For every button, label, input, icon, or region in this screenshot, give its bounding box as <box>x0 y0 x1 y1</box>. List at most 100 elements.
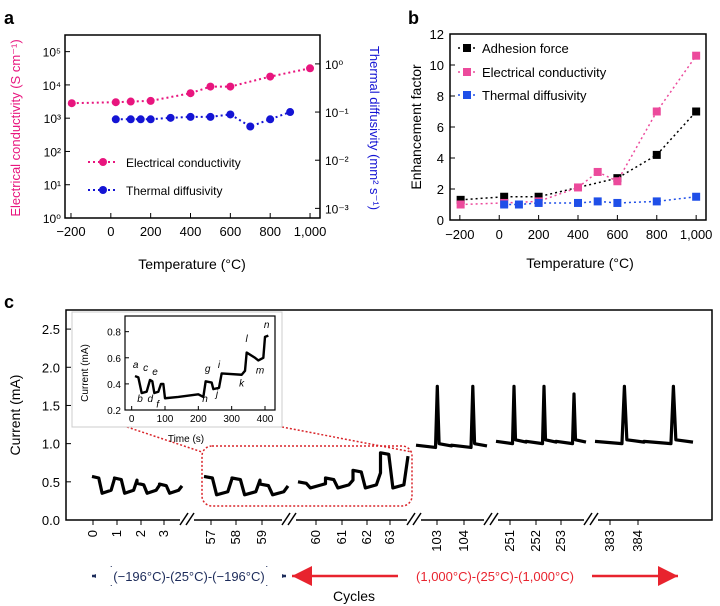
c-y-tick-label: 0.0 <box>42 513 60 528</box>
a-right-tick-label: 10⁻¹ <box>325 106 349 120</box>
inset-point-label: i <box>218 360 221 371</box>
b-series-point-0 <box>692 107 701 116</box>
a-series-point-1 <box>266 115 275 124</box>
c-x-tick-label: 0 <box>85 530 100 537</box>
a-left-tick-label: 10⁴ <box>42 79 61 93</box>
a-x-tick-label: 400 <box>180 224 202 239</box>
b-x-tick-label: 400 <box>567 227 589 242</box>
panel-c-frame <box>65 309 713 521</box>
zoom-box <box>201 445 413 507</box>
panel-a-left-axis: 10⁰ 10¹ 10² 10³ 10⁴ 10⁵ <box>42 46 70 226</box>
a-right-tick-label: 10⁻² <box>325 154 349 168</box>
c-trace-segment-4 <box>495 384 587 446</box>
panel-b-legend-marker-af <box>463 44 471 52</box>
panel-a: 10⁰ 10¹ 10² 10³ 10⁴ 10⁵ 10⁻³ 10⁻² 10⁻¹ 10⁰ −200 0… <box>8 34 382 272</box>
a-series-point-1 <box>246 122 255 131</box>
b-series-point-1 <box>652 107 661 116</box>
a-x-tick-label: 600 <box>220 224 242 239</box>
annotation-right: (1,000°C)-(25°C)-(1,000°C) <box>416 569 574 584</box>
c-trace-segment-5 <box>594 384 694 446</box>
b-series-point-2 <box>574 198 582 207</box>
a-x-tick-label: 0 <box>107 224 114 239</box>
c-x-tick-label: 104 <box>456 530 471 552</box>
a-series-point-0 <box>67 99 76 108</box>
b-series-point-0 <box>534 192 543 201</box>
a-series-point-1 <box>286 108 295 117</box>
b-series-line-0 <box>460 110 697 201</box>
b-y-tick-label: 12 <box>430 27 444 42</box>
zoom-guide-left <box>126 426 203 453</box>
b-series-point-1 <box>574 183 582 192</box>
c-x-tick-label: 58 <box>228 530 243 544</box>
inset-point-label: e <box>152 367 158 378</box>
panel-b-series <box>456 51 701 209</box>
c-x-tick-label: 1 <box>109 530 124 537</box>
b-x-tick-label: 800 <box>646 227 668 242</box>
panel-label-c: c <box>4 292 14 312</box>
a-series-point-1 <box>206 112 215 121</box>
a-series-point-0 <box>126 97 135 106</box>
inset-current-trace <box>134 334 269 400</box>
b-series-point-2 <box>500 200 509 209</box>
b-series-point-1 <box>456 200 465 209</box>
inset-x-tick-label: 300 <box>223 414 240 425</box>
panel-label-b: b <box>408 8 419 28</box>
c-x-tick-label: 252 <box>528 530 543 552</box>
a-series-point-0 <box>186 89 195 98</box>
b-y-tick-label: 4 <box>437 151 444 166</box>
inset-point-label: m <box>256 365 264 376</box>
panel-a-xlabel: Temperature (°C) <box>138 256 246 272</box>
panel-c-y-axis: 0.0 0.5 1.0 1.5 2.0 2.5 <box>42 322 71 528</box>
b-series-point-2 <box>514 200 523 209</box>
b-y-tick-label: 6 <box>437 120 444 135</box>
panel-a-ylabel-right: Thermal diffusivity (mm² s⁻¹) <box>367 46 382 210</box>
a-series-point-0 <box>206 82 215 91</box>
b-series-point-2 <box>652 197 661 206</box>
a-right-tick-label: 10⁻³ <box>325 202 349 216</box>
a-left-tick-label: 10⁰ <box>43 212 61 226</box>
b-series-point-2 <box>613 198 622 207</box>
a-series-point-1 <box>226 110 235 119</box>
a-series-point-0 <box>306 64 315 73</box>
c-trace-segment-0 <box>91 474 184 495</box>
annotation-left-bg <box>96 567 282 585</box>
c-x-tick-label: 384 <box>630 530 645 552</box>
inset-trace: a b c d e f g h i j k l m n <box>133 320 270 411</box>
panel-a-x-axis: −200 0 200 400 600 800 1,000 <box>56 213 326 239</box>
panel-b-legend-af: Adhesion force <box>482 41 569 56</box>
inset-point-label: j <box>214 389 219 400</box>
b-series-line-2 <box>504 196 697 206</box>
inset-x-tick-label: 100 <box>157 414 174 425</box>
c-x-tick-label: 3 <box>156 530 171 537</box>
panel-b-frame <box>449 33 707 221</box>
panel-b-y-axis: 0 2 4 6 8 10 12 <box>430 27 455 228</box>
b-series-point-1 <box>692 51 701 60</box>
c-x-tick-label: 63 <box>382 530 397 544</box>
a-right-tick-label: 10⁰ <box>325 58 343 72</box>
c-x-tick-label: 60 <box>308 530 323 544</box>
panel-b-x-axis: −200 0 200 400 600 800 1,000 <box>445 215 712 242</box>
axis-break-1 <box>179 512 195 527</box>
c-trace-segment-3 <box>415 384 488 450</box>
b-series-point-2 <box>692 192 701 201</box>
zoom-guide-right <box>281 426 413 453</box>
panel-a-right-axis: 10⁻³ 10⁻² 10⁻¹ 10⁰ <box>315 58 349 216</box>
b-series-point-2 <box>534 198 543 207</box>
c-x-tick-label: 383 <box>602 530 617 552</box>
inset: 0 100 200 300 400 0.2 0.4 0.6 0.8 a b c d e f g h i j k l m n… <box>71 311 283 445</box>
inset-y-tick-label: 0.8 <box>107 328 121 339</box>
axis-break-2 <box>281 512 297 527</box>
a-series-point-0 <box>111 98 120 107</box>
inset-background <box>71 311 283 428</box>
c-y-tick-label: 0.5 <box>42 475 60 490</box>
panel-c-traces <box>91 384 694 497</box>
c-trace-segment-1 <box>203 474 290 497</box>
c-y-tick-label: 1.0 <box>42 437 60 452</box>
panel-a-legend-marker-ec <box>99 158 107 166</box>
a-series-point-0 <box>266 72 275 81</box>
c-x-tick-label: 59 <box>254 530 269 544</box>
c-x-tick-label: 2 <box>133 530 148 537</box>
inset-y-tick-label: 0.6 <box>107 354 121 365</box>
panel-a-ylabel-left: Electrical conductivity (S cm⁻¹) <box>8 39 23 216</box>
